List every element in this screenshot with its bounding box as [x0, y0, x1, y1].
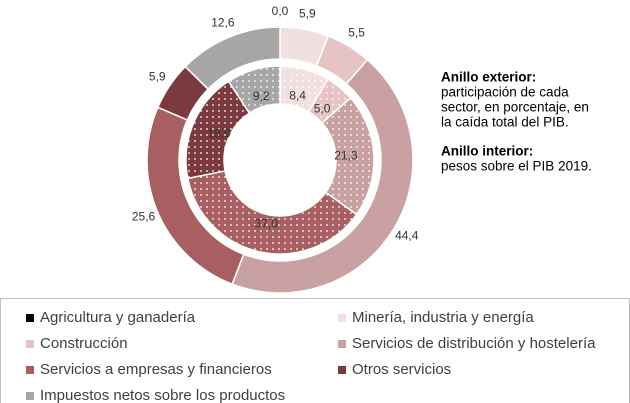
annotation-text: participación de cada	[441, 85, 569, 100]
legend-label: Servicios de distribución y hostelería	[352, 335, 596, 352]
legend-swatch	[26, 314, 34, 322]
data-label: 44,4	[395, 229, 419, 243]
data-label: 5,9	[299, 7, 316, 21]
data-label: 18,9	[207, 127, 231, 141]
legend-label: Impuestos netos sobre los productos	[40, 387, 285, 403]
data-label: 0,0	[272, 4, 289, 18]
legend-label: Otros servicios	[352, 361, 451, 378]
legend-swatch	[26, 340, 34, 348]
annotation-title: Anillo interior:	[441, 144, 533, 159]
legend-label: Minería, industria y energía	[352, 309, 534, 326]
legend-label: Servicios a empresas y financieros	[40, 361, 272, 378]
legend-swatch	[26, 392, 34, 400]
legend-label: Construcción	[40, 335, 128, 352]
annotation-title: Anillo exterior:	[441, 70, 536, 85]
data-label: 5,9	[149, 69, 166, 83]
donut-slice	[184, 26, 281, 91]
data-label: 9,2	[253, 89, 270, 103]
data-label: 5,5	[348, 26, 365, 40]
data-label: 37,0	[255, 217, 279, 231]
legend-swatch	[338, 340, 346, 348]
annotation-text: la caída total del PIB.	[441, 115, 569, 130]
data-label: 25,6	[132, 210, 156, 224]
data-label: 5,0	[314, 101, 331, 115]
donut-slice	[231, 58, 414, 294]
donut-slice	[227, 65, 281, 115]
donut-slice	[186, 170, 358, 255]
legend-swatch	[338, 314, 346, 322]
annotation-text: sector, en porcentaje, en	[441, 100, 589, 115]
legend-label: Agricultura y ganadería	[40, 309, 196, 326]
data-label: 12,6	[211, 16, 235, 30]
annotation-text: pesos sobre el PIB 2019.	[441, 159, 592, 174]
legend-swatch	[338, 366, 346, 374]
data-label: 8,4	[289, 89, 306, 103]
legend-swatch	[26, 366, 34, 374]
data-label: 21,3	[334, 149, 358, 163]
